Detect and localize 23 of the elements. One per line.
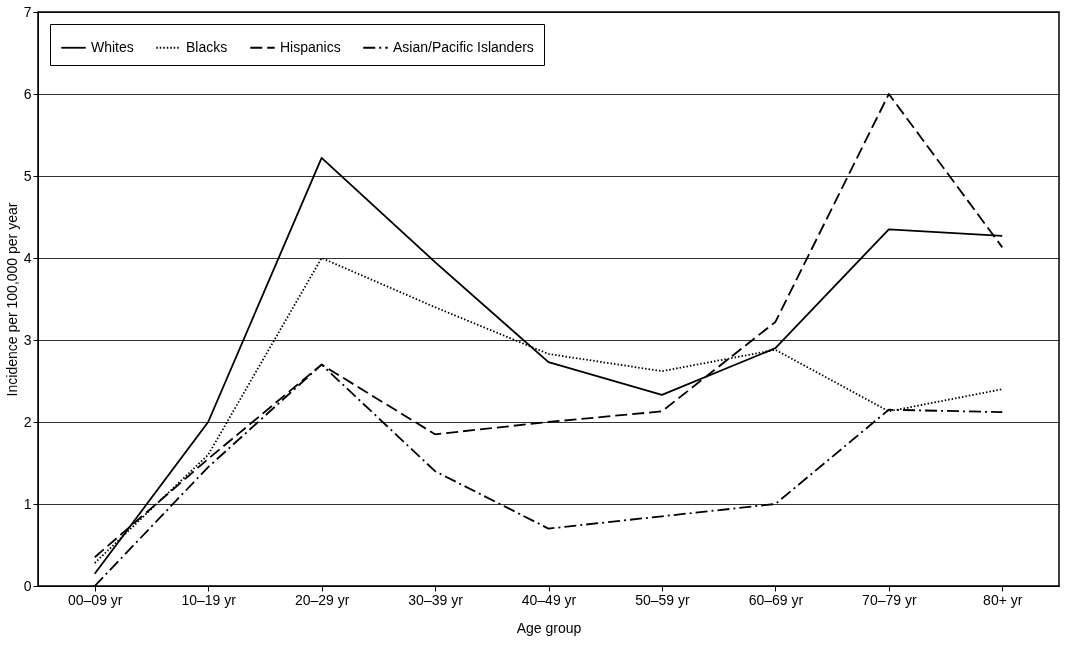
legend-label: Hispanics <box>280 38 341 55</box>
legend-label: Whites <box>91 38 134 55</box>
x-tick-label: 60–69 yr <box>748 591 804 608</box>
y-tick-label: 0 <box>23 577 32 594</box>
x-tick-label: 00–09 yr <box>67 591 123 608</box>
x-tick-label: 10–19 yr <box>181 591 237 608</box>
x-tick-label: 20–29 yr <box>294 591 350 608</box>
x-tick-label: 30–39 yr <box>408 591 464 608</box>
y-axis-title: Incidence per 100,000 per year <box>3 202 20 397</box>
y-tick-label: 3 <box>23 331 32 348</box>
legend-label: Asian/Pacific Islanders <box>393 38 534 55</box>
y-tick-label: 5 <box>23 167 32 184</box>
x-tick-label: 70–79 yr <box>862 591 917 608</box>
x-tick-label: 40–49 yr <box>521 591 577 608</box>
x-tick-label: 80+ yr <box>983 591 1023 608</box>
x-tick-label: 50–59 yr <box>635 591 691 608</box>
y-tick-label: 7 <box>23 3 32 20</box>
y-tick-label: 6 <box>23 85 32 102</box>
y-tick-label: 2 <box>23 413 32 430</box>
x-axis-title: Age group <box>516 619 582 636</box>
legend-label: Blacks <box>186 38 228 55</box>
y-tick-label: 1 <box>23 495 32 512</box>
y-tick-label: 4 <box>23 249 32 266</box>
